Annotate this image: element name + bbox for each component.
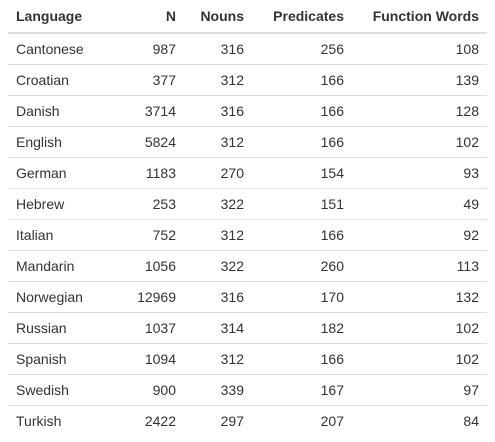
table-row: Danish 3714 316 166 128: [8, 95, 487, 127]
cell-nouns: 316: [184, 281, 252, 313]
cell-predicates: 207: [252, 405, 352, 436]
cell-language: Swedish: [8, 374, 124, 406]
cell-language: English: [8, 126, 124, 158]
language-stats-table: Language N Nouns Predicates Function Wor…: [8, 0, 487, 436]
cell-function-words: 113: [352, 250, 487, 282]
table-row: Spanish 1094 312 166 102: [8, 343, 487, 375]
cell-n: 1094: [124, 343, 184, 375]
cell-predicates: 166: [252, 343, 352, 375]
table-row: Turkish 2422 297 207 84: [8, 405, 487, 436]
cell-function-words: 84: [352, 405, 487, 436]
table-row: Croatian 377 312 166 139: [8, 64, 487, 96]
cell-language: Italian: [8, 219, 124, 251]
cell-nouns: 312: [184, 343, 252, 375]
cell-nouns: 322: [184, 250, 252, 282]
table-row: English 5824 312 166 102: [8, 126, 487, 158]
cell-predicates: 260: [252, 250, 352, 282]
cell-predicates: 170: [252, 281, 352, 313]
cell-function-words: 102: [352, 312, 487, 344]
cell-language: Cantonese: [16, 41, 84, 57]
table-header: Language N Nouns Predicates Function Wor…: [8, 0, 487, 34]
cell-nouns: 316: [220, 41, 244, 57]
cell-nouns: 297: [184, 405, 252, 436]
cell-predicates: 166: [252, 95, 352, 127]
cell-n: 987: [152, 41, 176, 57]
cell-language: Danish: [8, 95, 124, 127]
cell-n: 1037: [124, 312, 184, 344]
cell-predicates: 151: [252, 188, 352, 220]
cell-function-words: 139: [352, 64, 487, 96]
cell-nouns: 312: [184, 126, 252, 158]
cell-predicates: 154: [252, 157, 352, 189]
column-header-nouns: Nouns: [184, 0, 252, 34]
cell-n: 12969: [124, 281, 184, 313]
cell-language: Croatian: [8, 64, 124, 96]
column-header-n: N: [124, 0, 184, 34]
table-row: Hebrew 253 322 151 49: [8, 188, 487, 220]
cell-nouns: 312: [184, 64, 252, 96]
table-row: Cantonese 987 316 256 108: [8, 33, 487, 65]
table-row: Italian 752 312 166 92: [8, 219, 487, 251]
cell-language: Russian: [8, 312, 124, 344]
cell-function-words: 132: [352, 281, 487, 313]
cell-function-words: 97: [352, 374, 487, 406]
header-row: Language N Nouns Predicates Function Wor…: [8, 0, 487, 34]
cell-function-words: 128: [352, 95, 487, 127]
cell-n: 900: [124, 374, 184, 406]
cell-function-words: 102: [352, 343, 487, 375]
cell-language: Norwegian: [8, 281, 124, 313]
cell-predicates: 182: [252, 312, 352, 344]
table-body: Cantonese 987 316 256 108 Croatian 377 3…: [8, 33, 487, 436]
cell-language: Hebrew: [8, 188, 124, 220]
cell-n: 377: [124, 64, 184, 96]
cell-language: German: [8, 157, 124, 189]
cell-predicates: 166: [252, 219, 352, 251]
table-row: Norwegian 12969 316 170 132: [8, 281, 487, 313]
cell-language: Spanish: [8, 343, 124, 375]
table-row: Swedish 900 339 167 97: [8, 374, 487, 406]
cell-n: 1183: [124, 157, 184, 189]
cell-function-words: 92: [352, 219, 487, 251]
cell-nouns: 316: [184, 95, 252, 127]
column-header-predicates: Predicates: [252, 0, 352, 34]
cell-function-words: 102: [352, 126, 487, 158]
table-row: Mandarin 1056 322 260 113: [8, 250, 487, 282]
cell-predicates: 166: [252, 126, 352, 158]
cell-nouns: 322: [184, 188, 252, 220]
cell-nouns: 312: [184, 219, 252, 251]
cell-function-words: 49: [352, 188, 487, 220]
table-row: Russian 1037 314 182 102: [8, 312, 487, 344]
cell-n: 5824: [124, 126, 184, 158]
cell-nouns: 314: [184, 312, 252, 344]
cell-predicates: 166: [252, 64, 352, 96]
cell-n: 2422: [124, 405, 184, 436]
column-header-language: Language: [8, 0, 124, 34]
cell-nouns: 270: [184, 157, 252, 189]
cell-predicates: 256: [320, 41, 344, 57]
cell-n: 1056: [124, 250, 184, 282]
column-header-function-words: Function Words: [352, 0, 487, 34]
cell-nouns: 339: [184, 374, 252, 406]
table-row: German 1183 270 154 93: [8, 157, 487, 189]
cell-predicates: 167: [252, 374, 352, 406]
cell-n: 752: [124, 219, 184, 251]
cell-language: Turkish: [8, 405, 124, 436]
cell-function-words: 93: [352, 157, 487, 189]
cell-language: Mandarin: [8, 250, 124, 282]
cell-function-words: 108: [455, 41, 479, 57]
cell-n: 253: [124, 188, 184, 220]
cell-n: 3714: [124, 95, 184, 127]
